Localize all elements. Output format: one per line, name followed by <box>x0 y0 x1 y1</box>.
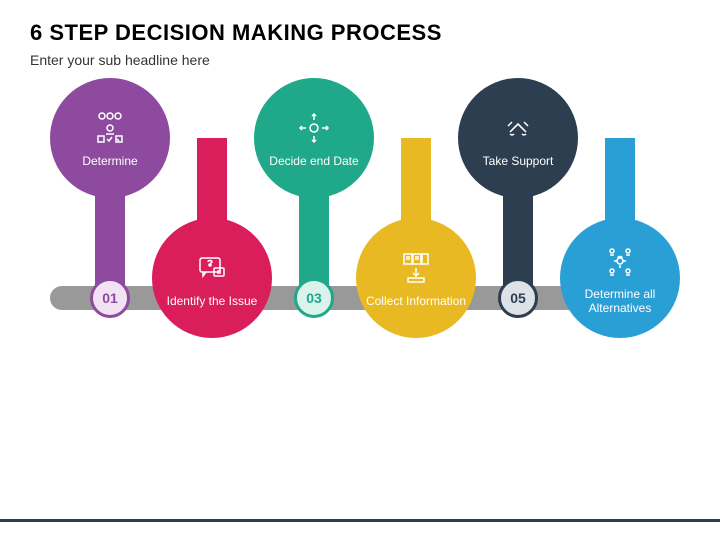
step-label: Identify the Issue <box>159 294 266 308</box>
people-check-icon <box>90 108 130 148</box>
footer-line <box>0 519 720 522</box>
step-number: 01 <box>90 278 130 318</box>
step-number: 03 <box>294 278 334 318</box>
step-stem <box>299 188 329 288</box>
arrows-out-icon <box>294 108 334 148</box>
step-06: 06Determine all Alternatives <box>560 78 680 498</box>
step-label: Determine <box>74 154 145 168</box>
step-stem <box>95 188 125 288</box>
step-label: Collect Information <box>358 294 474 308</box>
step-number: 05 <box>498 278 538 318</box>
step-label: Determine all Alternatives <box>560 287 680 316</box>
step-label: Take Support <box>475 154 562 168</box>
people-question-icon <box>600 241 640 281</box>
step-stem <box>503 188 533 288</box>
page-title: 6 STEP DECISION MAKING PROCESS <box>30 20 690 46</box>
page-subtitle: Enter your sub headline here <box>30 52 690 68</box>
chat-question-icon <box>192 248 232 288</box>
diagram-stage: Determine0102Identify the IssueDecide en… <box>0 78 720 498</box>
step-circle: Determine all Alternatives <box>560 218 680 338</box>
step-stem <box>197 138 227 228</box>
step-stem <box>401 138 431 228</box>
step-stem <box>605 138 635 228</box>
docs-down-icon <box>396 248 436 288</box>
hands-icon <box>498 108 538 148</box>
step-label: Decide end Date <box>261 154 366 168</box>
